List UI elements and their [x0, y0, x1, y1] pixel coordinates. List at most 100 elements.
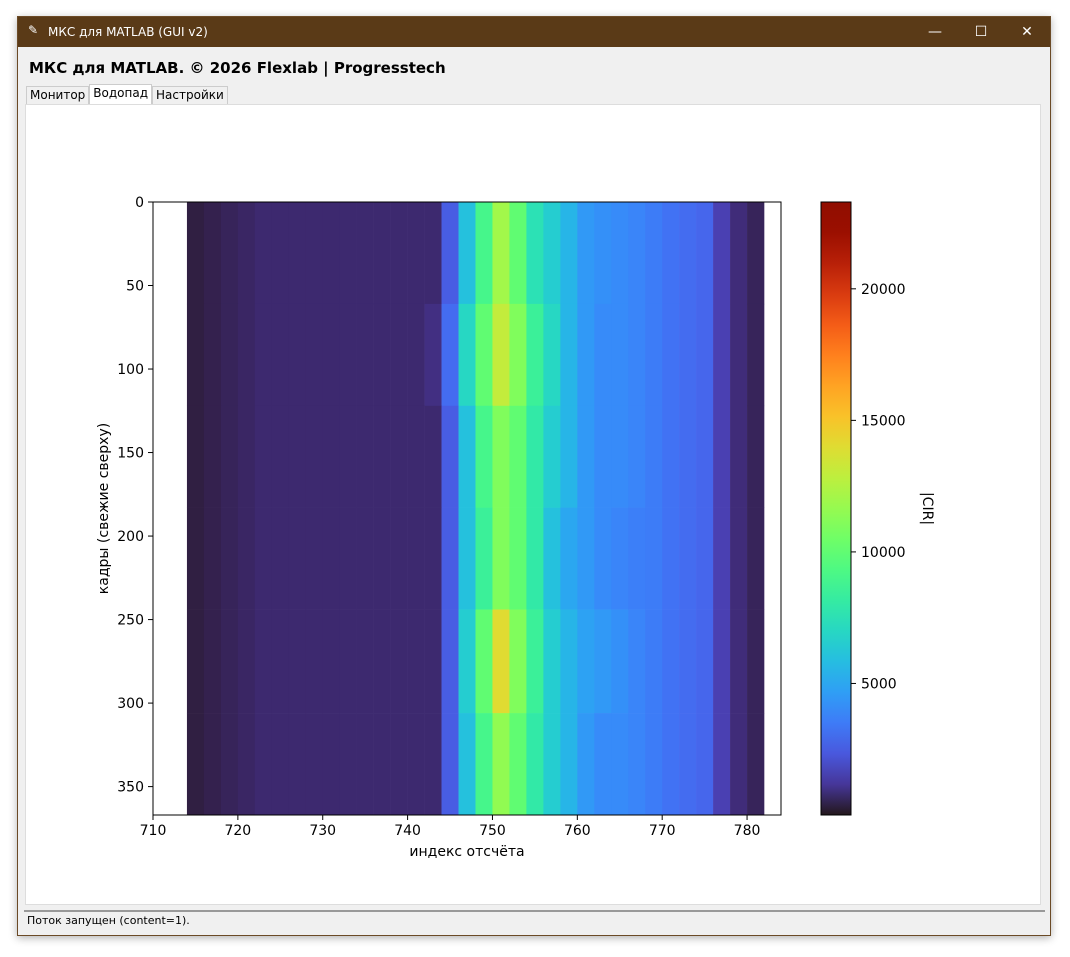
- heatmap-cell: [458, 507, 476, 610]
- heatmap-cell: [713, 405, 731, 508]
- heatmap-cell: [611, 303, 629, 407]
- heatmap-cell: [696, 405, 714, 508]
- heatmap-cell: [390, 507, 408, 610]
- heatmap-cell: [339, 507, 357, 610]
- heatmap-cell: [475, 405, 493, 508]
- heatmap-cell: [628, 713, 646, 816]
- heatmap-cell: [271, 609, 290, 714]
- heatmap-cell: [577, 303, 595, 407]
- heatmap-cell: [458, 202, 476, 305]
- heatmap-cell: [679, 609, 697, 714]
- heatmap-cell: [509, 609, 527, 714]
- heatmap-cell: [475, 202, 493, 305]
- heatmap-cell: [645, 405, 663, 508]
- heatmap-cell: [560, 303, 578, 407]
- colorbar-tick-label: 10000: [861, 545, 906, 561]
- heatmap-cell: [237, 202, 256, 305]
- heatmap-cell: [526, 713, 544, 816]
- heatmap-cell: [611, 609, 629, 714]
- heatmap-cell: [594, 202, 612, 305]
- heatmap-cell: [220, 507, 239, 610]
- heatmap-cell: [747, 507, 765, 610]
- heatmap-cell: [543, 202, 561, 305]
- maximize-button[interactable]: ☐: [974, 24, 988, 40]
- heatmap-cell: [322, 507, 341, 610]
- tab[interactable]: Водопад: [89, 84, 153, 104]
- heatmap-cell: [679, 405, 697, 508]
- heatmap-cell: [526, 609, 544, 714]
- heatmap-cell: [611, 713, 629, 816]
- heatmap-cell: [288, 303, 307, 407]
- close-button[interactable]: ✕: [1021, 24, 1033, 40]
- y-tick-label: 50: [126, 279, 144, 295]
- heatmap-cell: [645, 507, 663, 610]
- heatmap-cell: [747, 202, 765, 305]
- heatmap-cell: [543, 609, 561, 714]
- heatmap-cell: [730, 405, 748, 508]
- heatmap-cell: [322, 713, 341, 816]
- heatmap-cell: [356, 507, 374, 610]
- heatmap-cell: [747, 405, 765, 508]
- heatmap-cell: [407, 713, 425, 816]
- heatmap-cell: [458, 303, 476, 407]
- heatmap-cell: [288, 609, 307, 714]
- heatmap-cell: [271, 405, 290, 508]
- heatmap-cell: [441, 303, 459, 407]
- heatmap-cell: [662, 405, 680, 508]
- heatmap-cell: [526, 405, 544, 508]
- heatmap-cell: [271, 507, 290, 610]
- heatmap-cell: [492, 507, 510, 610]
- heatmap-cell: [492, 303, 510, 407]
- heatmap-cell: [339, 713, 357, 816]
- tab-bar: Монитор Водопад Настройки: [26, 84, 228, 104]
- heatmap-cell: [305, 303, 324, 407]
- heatmap-cell: [220, 202, 239, 305]
- heatmap-cell: [424, 609, 442, 714]
- heatmap-cell: [288, 713, 307, 816]
- heatmap-cell: [237, 609, 256, 714]
- heatmap-cell: [611, 507, 629, 610]
- tab[interactable]: Монитор: [26, 86, 90, 104]
- heatmap-cell: [509, 713, 527, 816]
- heatmap-cell: [271, 303, 290, 407]
- heatmap-cell: [203, 303, 222, 407]
- tab[interactable]: Настройки: [152, 86, 228, 104]
- heatmap-cell: [611, 202, 629, 305]
- heatmap-cell: [441, 609, 459, 714]
- heatmap-cell: [339, 202, 357, 305]
- heatmap-cell: [679, 507, 697, 610]
- heatmap-cell: [220, 303, 239, 407]
- heatmap-cell: [696, 713, 714, 816]
- heatmap-cell: [356, 609, 374, 714]
- heatmap-cell: [237, 713, 256, 816]
- heatmap-cell: [526, 303, 544, 407]
- heatmap-cell: [458, 609, 476, 714]
- heatmap-cell: [203, 507, 222, 610]
- heatmap-cell: [475, 507, 493, 610]
- heatmap-cell: [475, 303, 493, 407]
- heatmap-cell: [458, 713, 476, 816]
- x-tick-label: 780: [734, 823, 761, 839]
- heatmap-cell: [713, 202, 731, 305]
- chart: 710 720 730 740 750 760 770 780 0 50 100 150 200 250 3…: [96, 195, 935, 860]
- heatmap-cell: [288, 405, 307, 508]
- heatmap-cell: [339, 609, 357, 714]
- heatmap-cell: [186, 609, 205, 714]
- heatmap-cell: [407, 405, 425, 508]
- heatmap-cell: [577, 202, 595, 305]
- x-tick-label: 770: [649, 823, 676, 839]
- heatmap-cell: [203, 713, 222, 816]
- x-tick-label: 730: [309, 823, 336, 839]
- heatmap-cell: [322, 609, 341, 714]
- heatmap-cell: [373, 202, 391, 305]
- heatmap-cell: [492, 202, 510, 305]
- y-tick-label: 300: [117, 696, 144, 712]
- heatmap-cell: [645, 202, 663, 305]
- plot-panel: 710 720 730 740 750 760 770 780 0 50 100 150 200 250 3…: [25, 104, 1041, 905]
- y-tick-label: 100: [117, 362, 144, 378]
- heatmap-cell: [373, 609, 391, 714]
- heatmap-cell: [730, 303, 748, 407]
- heatmap-cell: [339, 405, 357, 508]
- heatmap-cell: [407, 609, 425, 714]
- minimize-button[interactable]: —: [928, 24, 942, 40]
